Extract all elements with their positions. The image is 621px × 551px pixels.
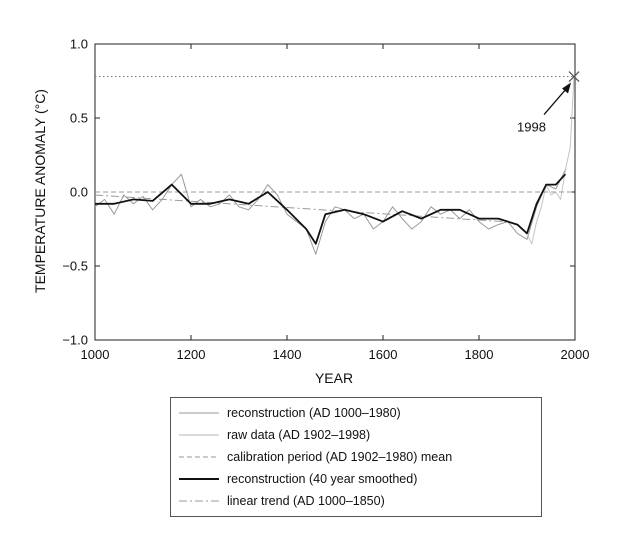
legend-item-reconstruction: reconstruction (AD 1000–1980) <box>179 404 401 422</box>
series-line-reconstruction <box>94 169 566 255</box>
series-line-smoothed <box>95 173 567 245</box>
x-tick-label: 1200 <box>177 347 206 362</box>
temperature-chart: 1000 1200 1400 1600 1800 2000 1.0 0.5 0.0 −0.5 −1.… <box>32 37 589 387</box>
legend-label: reconstruction (40 year smoothed) <box>227 472 418 486</box>
legend-label: reconstruction (AD 1000–1980) <box>227 406 401 420</box>
legend-item-linear-trend: linear trend (AD 1000–1850) <box>179 492 385 510</box>
legend-swatch-linear-trend <box>179 500 219 502</box>
y-tick-label: 1.0 <box>70 37 88 52</box>
legend: reconstruction (AD 1000–1980) raw data (… <box>170 397 542 517</box>
y-tick-label: 0.5 <box>70 111 88 126</box>
y-tick-label: 0.0 <box>70 185 88 200</box>
legend-swatch-reconstruction <box>179 412 219 414</box>
annotation-label: 1998 <box>517 120 546 135</box>
series-line-linear-trend <box>94 194 504 223</box>
annotation-arrowhead <box>562 82 572 94</box>
legend-label: raw data (AD 1902–1998) <box>227 428 371 442</box>
y-tick-label: −1.0 <box>62 333 88 348</box>
legend-swatch-raw-data <box>179 434 219 436</box>
legend-label: calibration period (AD 1902–1980) mean <box>227 450 453 464</box>
x-tick-label: 1400 <box>273 347 302 362</box>
legend-item-calibration-mean: calibration period (AD 1902–1980) mean <box>179 448 452 466</box>
legend-label: linear trend (AD 1000–1850) <box>227 494 385 508</box>
x-tick-label: 2000 <box>561 347 590 362</box>
y-tick-label: −0.5 <box>62 259 88 274</box>
series-line-raw-data <box>527 76 575 245</box>
x-axis-label: YEAR <box>315 370 353 386</box>
y-axis-label: TEMPERATURE ANOMALY (°C) <box>32 89 48 293</box>
legend-item-raw-data: raw data (AD 1902–1998) <box>179 426 370 444</box>
plot-area: 1000 1200 1400 1600 1800 2000 1.0 0.5 0.0 −0.5 −1.… <box>62 37 589 363</box>
x-tick-label: 1000 <box>81 347 110 362</box>
x-tick-label: 1600 <box>369 347 398 362</box>
legend-swatch-calibration-mean <box>179 456 219 458</box>
x-tick-label: 1800 <box>465 347 494 362</box>
peak-marker <box>568 71 580 83</box>
legend-swatch-smoothed <box>179 478 219 480</box>
legend-item-smoothed: reconstruction (40 year smoothed) <box>179 470 417 488</box>
